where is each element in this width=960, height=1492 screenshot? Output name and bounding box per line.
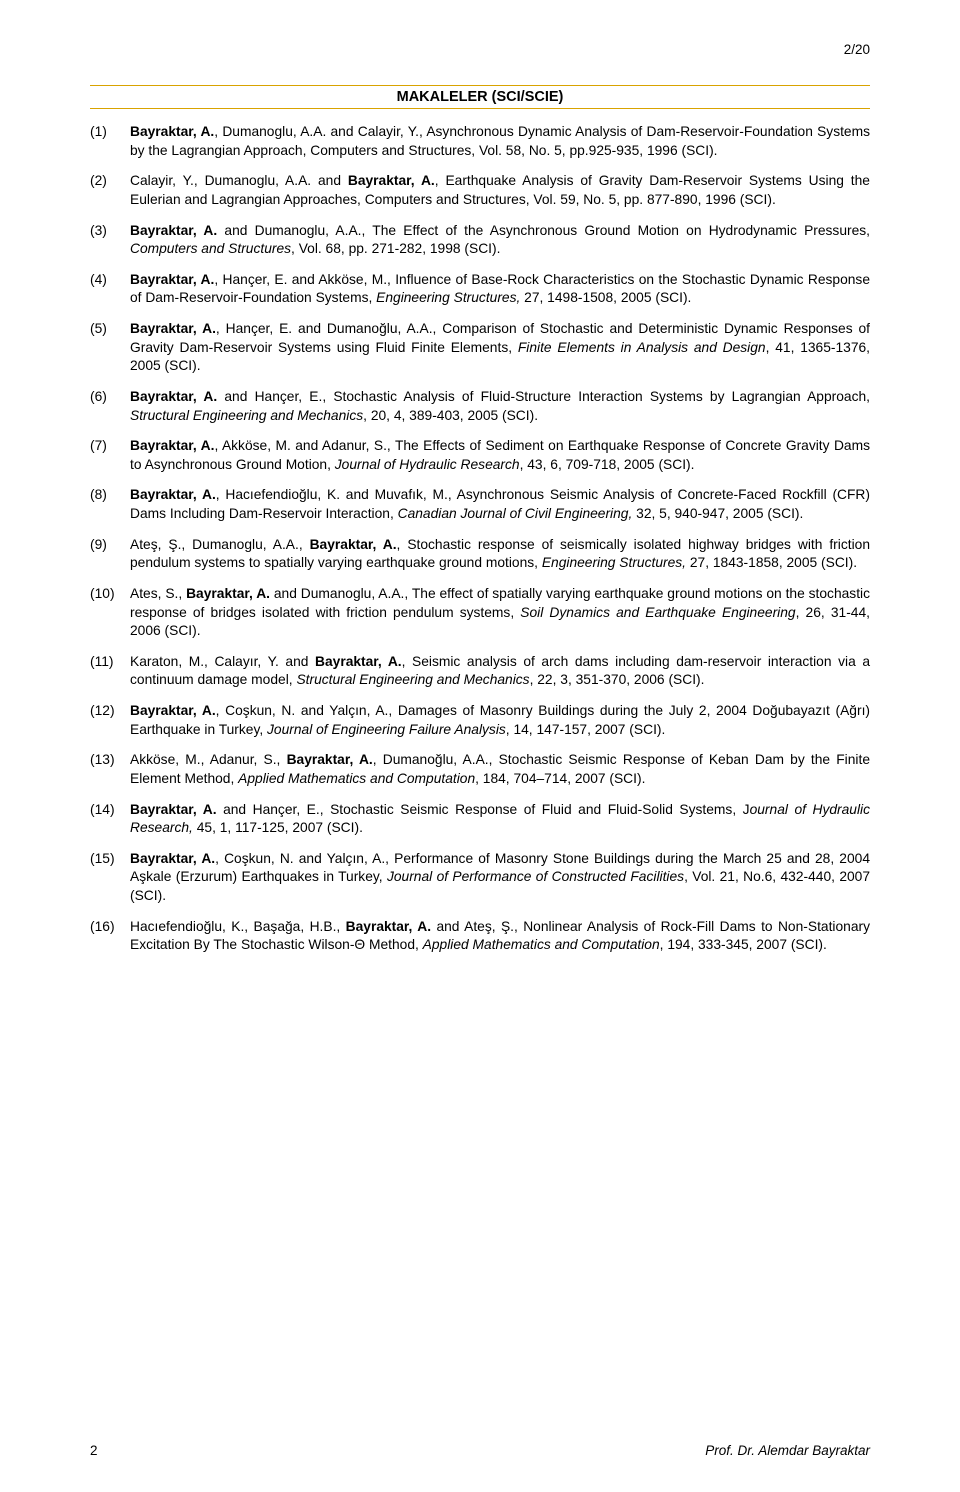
entry-text: Bayraktar, A., Dumanoglu, A.A. and Calay… (130, 123, 870, 160)
entry-number: (13) (90, 751, 130, 788)
publication-entry: (10)Ates, S., Bayraktar, A. and Dumanogl… (90, 585, 870, 641)
entry-number: (16) (90, 918, 130, 955)
publication-entry: (9)Ateş, Ş., Dumanoglu, A.A., Bayraktar,… (90, 536, 870, 573)
entry-number: (10) (90, 585, 130, 641)
publication-entry: (5)Bayraktar, A., Hançer, E. and Dumanoğ… (90, 320, 870, 376)
entry-text: Bayraktar, A., Hançer, E. and Dumanoğlu,… (130, 320, 870, 376)
entry-text: Bayraktar, A., Hacıefendioğlu, K. and Mu… (130, 486, 870, 523)
publication-entry: (15)Bayraktar, A., Coşkun, N. and Yalçın… (90, 850, 870, 906)
entry-text: Ates, S., Bayraktar, A. and Dumanoglu, A… (130, 585, 870, 641)
entry-number: (2) (90, 172, 130, 209)
entry-number: (9) (90, 536, 130, 573)
publication-entry: (3)Bayraktar, A. and Dumanoglu, A.A., Th… (90, 222, 870, 259)
entry-text: Bayraktar, A., Coşkun, N. and Yalçın, A.… (130, 850, 870, 906)
footer-page-number: 2 (90, 1443, 98, 1458)
footer-author: Prof. Dr. Alemdar Bayraktar (705, 1443, 870, 1458)
publication-entry: (16)Hacıefendioğlu, K., Başağa, H.B., Ba… (90, 918, 870, 955)
entry-number: (14) (90, 801, 130, 838)
publication-entry: (6)Bayraktar, A. and Hançer, E., Stochas… (90, 388, 870, 425)
entry-number: (12) (90, 702, 130, 739)
entry-text: Bayraktar, A., Hançer, E. and Akköse, M.… (130, 271, 870, 308)
entry-text: Bayraktar, A., Akköse, M. and Adanur, S.… (130, 437, 870, 474)
entry-text: Bayraktar, A. and Dumanoglu, A.A., The E… (130, 222, 870, 259)
entry-number: (8) (90, 486, 130, 523)
entry-text: Hacıefendioğlu, K., Başağa, H.B., Bayrak… (130, 918, 870, 955)
entry-text: Ateş, Ş., Dumanoglu, A.A., Bayraktar, A.… (130, 536, 870, 573)
publication-entry: (14)Bayraktar, A. and Hançer, E., Stocha… (90, 801, 870, 838)
publication-entry: (13)Akköse, M., Adanur, S., Bayraktar, A… (90, 751, 870, 788)
entry-number: (1) (90, 123, 130, 160)
entry-text: Bayraktar, A. and Hançer, E., Stochastic… (130, 388, 870, 425)
entry-number: (6) (90, 388, 130, 425)
publication-entry: (12)Bayraktar, A., Coşkun, N. and Yalçın… (90, 702, 870, 739)
entry-text: Calayir, Y., Dumanoglu, A.A. and Bayrakt… (130, 172, 870, 209)
page: 2/20 MAKALELER (SCI/SCIE) (1)Bayraktar, … (0, 0, 960, 1492)
publication-entry: (4)Bayraktar, A., Hançer, E. and Akköse,… (90, 271, 870, 308)
entry-text: Bayraktar, A. and Hançer, E., Stochastic… (130, 801, 870, 838)
entry-number: (5) (90, 320, 130, 376)
publication-entry: (7)Bayraktar, A., Akköse, M. and Adanur,… (90, 437, 870, 474)
publication-entry: (11)Karaton, M., Calayır, Y. and Bayrakt… (90, 653, 870, 690)
entry-text: Bayraktar, A., Coşkun, N. and Yalçın, A.… (130, 702, 870, 739)
entry-text: Karaton, M., Calayır, Y. and Bayraktar, … (130, 653, 870, 690)
entry-number: (4) (90, 271, 130, 308)
entry-number: (15) (90, 850, 130, 906)
publication-entry: (1)Bayraktar, A., Dumanoglu, A.A. and Ca… (90, 123, 870, 160)
entry-number: (7) (90, 437, 130, 474)
entry-text: Akköse, M., Adanur, S., Bayraktar, A., D… (130, 751, 870, 788)
section-header: MAKALELER (SCI/SCIE) (90, 85, 870, 109)
publication-list: (1)Bayraktar, A., Dumanoglu, A.A. and Ca… (90, 123, 870, 955)
entry-number: (11) (90, 653, 130, 690)
entry-number: (3) (90, 222, 130, 259)
publication-entry: (2)Calayir, Y., Dumanoglu, A.A. and Bayr… (90, 172, 870, 209)
page-footer: 2 Prof. Dr. Alemdar Bayraktar (90, 1443, 870, 1458)
publication-entry: (8)Bayraktar, A., Hacıefendioğlu, K. and… (90, 486, 870, 523)
page-number-top: 2/20 (90, 42, 870, 57)
